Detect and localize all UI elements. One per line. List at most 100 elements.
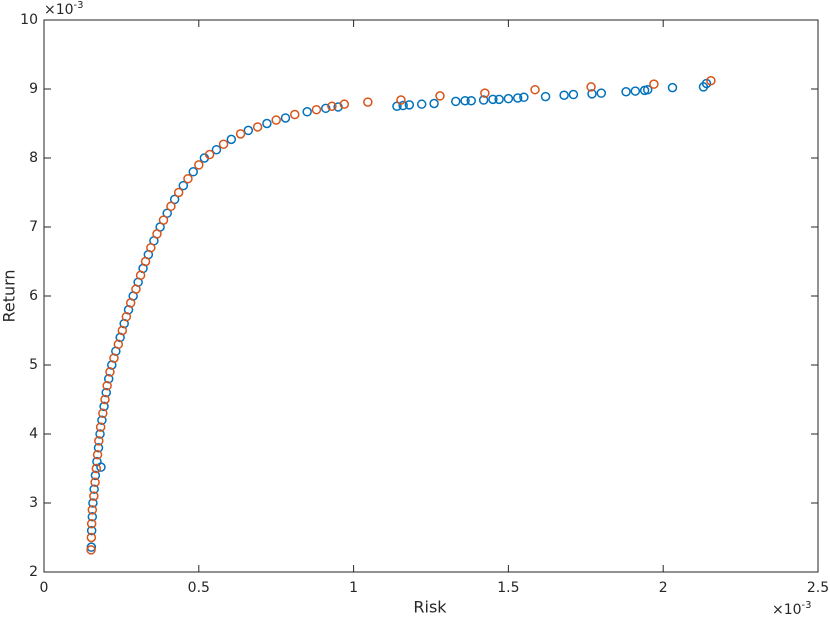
x-tick-label: 1.5 <box>497 580 519 596</box>
point <box>152 229 162 239</box>
point <box>262 118 272 129</box>
point <box>398 100 408 111</box>
point <box>488 94 498 105</box>
point <box>586 82 596 92</box>
point <box>226 134 237 145</box>
point <box>100 394 110 405</box>
point <box>90 477 100 488</box>
y-tick-label: 3 <box>29 495 38 511</box>
point <box>466 95 476 106</box>
point <box>102 380 112 391</box>
point <box>166 201 176 212</box>
point <box>88 498 98 508</box>
point <box>103 374 114 384</box>
point <box>630 86 641 96</box>
x-tick-label: 2.5 <box>807 580 829 596</box>
point <box>290 109 300 120</box>
point <box>98 408 108 419</box>
point <box>146 242 156 253</box>
point <box>327 101 337 111</box>
point <box>311 104 322 115</box>
point <box>596 88 607 98</box>
point <box>540 91 551 102</box>
point <box>90 470 101 481</box>
y-tick-label: 9 <box>29 81 38 97</box>
point <box>530 84 540 95</box>
point <box>271 115 281 125</box>
point <box>404 100 415 110</box>
point <box>451 96 461 107</box>
x-tick-label: 1 <box>349 580 358 596</box>
point <box>113 339 124 350</box>
point <box>96 462 106 472</box>
point <box>183 173 193 184</box>
y-exponent-power: -3 <box>74 0 84 11</box>
point <box>280 113 291 123</box>
y-tick-label: 7 <box>29 219 38 235</box>
point <box>302 107 312 117</box>
point <box>93 443 104 453</box>
point <box>86 518 97 529</box>
point <box>178 180 189 191</box>
x-exponent-base: ×10 <box>772 602 802 618</box>
point <box>135 270 146 281</box>
point <box>503 93 514 104</box>
point <box>460 95 470 106</box>
point <box>396 95 406 105</box>
point <box>131 284 141 294</box>
x-tick-label: 0.5 <box>188 580 210 596</box>
point <box>218 139 229 149</box>
x-axis-label: Risk <box>413 598 447 617</box>
point <box>642 84 653 95</box>
point <box>158 215 169 225</box>
point <box>512 93 523 103</box>
point <box>95 422 106 432</box>
point <box>494 94 504 105</box>
point <box>86 545 96 555</box>
point <box>243 125 254 136</box>
point <box>95 429 105 439</box>
point <box>204 149 215 160</box>
y-exponent: ×10-3 <box>44 0 84 18</box>
point <box>89 491 99 501</box>
point <box>211 144 222 155</box>
point <box>87 505 98 515</box>
point <box>667 82 678 93</box>
y-tick-label: 10 <box>20 12 38 28</box>
point <box>105 367 115 377</box>
point <box>89 484 99 494</box>
x-tick-label: 0 <box>40 580 49 596</box>
y-axis-label: Return <box>0 269 19 322</box>
point <box>173 187 184 198</box>
point <box>252 122 263 132</box>
y-tick-label: 2 <box>29 564 38 580</box>
point <box>478 95 489 105</box>
point <box>194 160 204 170</box>
point <box>429 98 439 109</box>
x-tick-label: 2 <box>659 580 668 596</box>
point <box>621 87 631 97</box>
point <box>188 167 198 177</box>
y-exponent-base: ×10 <box>44 2 74 18</box>
y-tick-label: 6 <box>29 288 38 304</box>
y-tick-label: 5 <box>29 357 38 373</box>
point <box>125 298 136 308</box>
point <box>97 415 107 425</box>
point <box>339 99 350 109</box>
point <box>140 256 151 267</box>
point <box>519 92 529 103</box>
point <box>109 353 119 363</box>
point <box>101 387 111 398</box>
point <box>320 103 331 114</box>
point <box>587 89 597 99</box>
point <box>91 463 102 474</box>
y-tick-label: 4 <box>29 426 38 442</box>
point <box>99 401 109 412</box>
point <box>235 129 246 139</box>
x-exponent: ×10-3 <box>772 600 812 618</box>
point <box>706 75 716 86</box>
point <box>86 532 97 543</box>
y-tick-label: 8 <box>29 150 38 166</box>
